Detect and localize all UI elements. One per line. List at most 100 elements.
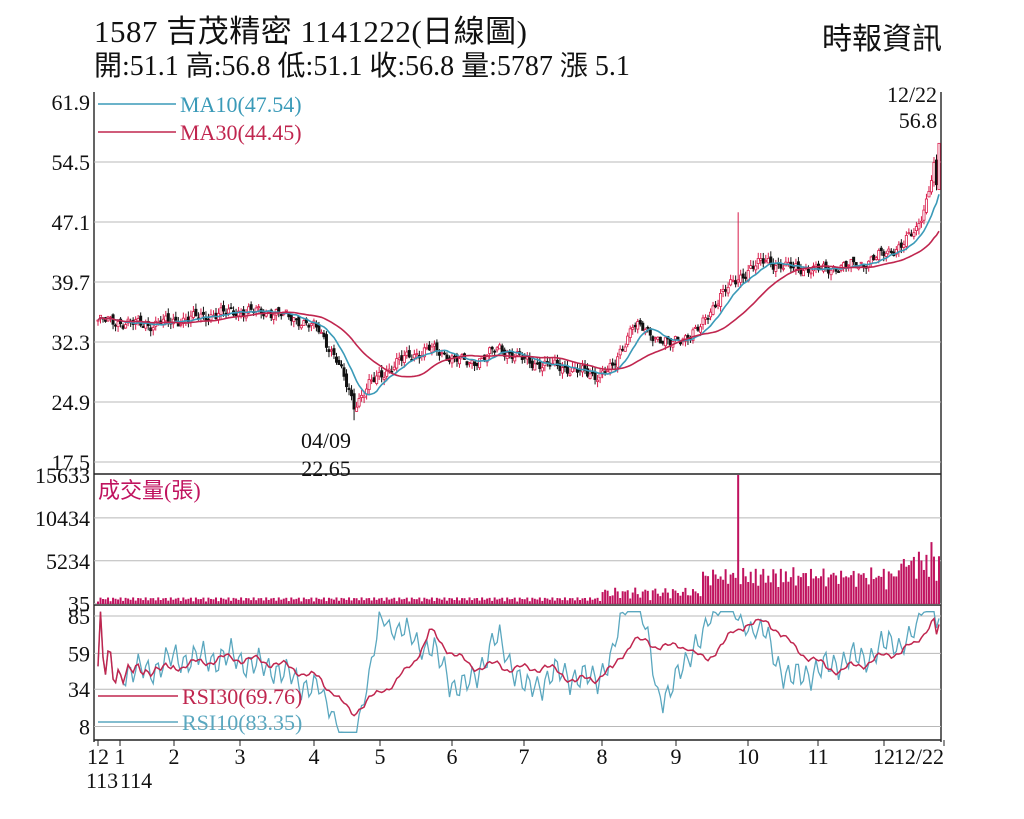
candle-body	[194, 308, 198, 317]
volume-bar	[332, 599, 335, 604]
candle-body	[631, 327, 635, 330]
volume-bar	[694, 591, 697, 604]
volume-bar	[488, 597, 491, 604]
volume-bar	[430, 597, 433, 604]
volume-bar	[696, 593, 699, 604]
volume-bar	[927, 576, 930, 604]
candle-body	[563, 365, 567, 368]
volume-bar	[659, 596, 662, 604]
candle-body	[613, 363, 617, 366]
x-month-label: 7	[519, 744, 530, 769]
candle-body	[407, 350, 411, 358]
candle-body	[764, 260, 768, 262]
volume-bar	[363, 600, 366, 604]
candle-body	[779, 264, 783, 269]
volume-bar	[724, 569, 727, 604]
candle-body	[606, 369, 610, 372]
candle-body	[352, 393, 356, 410]
candle-body	[347, 387, 351, 391]
volume-bar	[802, 573, 805, 604]
candle-body	[340, 364, 344, 367]
candle-body	[907, 232, 911, 235]
volume-bar	[817, 578, 820, 604]
volume-bar	[732, 572, 735, 604]
volume-bar	[317, 598, 320, 604]
volume-bar	[501, 597, 504, 604]
volume-bar	[122, 600, 125, 604]
volume-bar	[425, 598, 428, 604]
volume-bar	[124, 597, 127, 604]
candle-body	[781, 267, 785, 270]
price-tick-label: 32.3	[52, 330, 91, 355]
volume-bar	[546, 598, 549, 604]
candle-body	[932, 162, 936, 183]
candle-body	[370, 379, 374, 382]
volume-bar	[676, 593, 679, 604]
volume-bar	[646, 590, 649, 604]
candle-body	[530, 360, 534, 369]
candle-body	[289, 314, 293, 322]
volume-bar	[556, 598, 559, 604]
candle-body	[766, 257, 770, 264]
price-tick-label: 24.9	[52, 390, 91, 415]
volume-bar	[684, 587, 687, 604]
candle-body	[646, 326, 650, 329]
volume-bar	[589, 597, 592, 604]
candle-body	[653, 337, 657, 340]
candle-body	[324, 334, 328, 348]
volume-bar	[202, 597, 205, 604]
volume-bar	[237, 599, 240, 604]
volume-bar	[614, 587, 617, 604]
volume-bar	[596, 597, 599, 604]
volume-bar	[792, 567, 795, 604]
candle-body	[397, 357, 401, 361]
volume-bar	[601, 592, 604, 604]
volume-bar	[117, 599, 120, 604]
candle-body	[704, 317, 708, 320]
volume-bar	[872, 579, 875, 604]
candle-body	[385, 370, 389, 377]
candle-body	[638, 320, 642, 325]
price-tick-label: 17.5	[52, 450, 91, 475]
volume-bar	[754, 568, 757, 604]
candle-body	[837, 271, 841, 273]
candle-body	[919, 220, 923, 223]
price-stats: 開:51.1 高:56.8 低:51.1 收:56.8 量:5787 漲 5.1	[94, 51, 630, 82]
volume-bar	[609, 596, 612, 604]
volume-bar	[300, 601, 303, 604]
volume-bar	[852, 570, 855, 604]
volume-bar	[877, 575, 880, 604]
volume-bar	[548, 599, 551, 604]
volume-bar	[162, 598, 165, 604]
candle-body	[734, 280, 738, 285]
candle-body	[141, 326, 145, 328]
volume-bar	[398, 597, 401, 604]
x-month-label: 12	[87, 744, 109, 769]
volume-bar	[212, 599, 215, 604]
volume-bar	[850, 575, 853, 604]
candle-body	[121, 325, 125, 329]
candle-body	[297, 316, 301, 327]
volume-bar	[759, 574, 762, 604]
candle-body	[661, 340, 665, 344]
x-month-label: 12/22	[894, 744, 944, 769]
volume-bar	[486, 598, 489, 604]
candle-body	[879, 247, 883, 252]
candle-body	[345, 373, 349, 388]
volume-bar	[719, 576, 722, 604]
volume-bar	[325, 601, 328, 604]
volume-bar	[142, 600, 145, 604]
candle-body	[395, 358, 399, 369]
candle-body	[227, 308, 231, 314]
volume-bar	[516, 601, 519, 604]
volume-bar	[870, 567, 873, 604]
candle-body	[458, 358, 462, 365]
candle-body	[706, 318, 710, 320]
volume-bar	[493, 597, 496, 604]
candle-body	[350, 389, 354, 397]
volume-bar	[112, 597, 115, 604]
volume-bar	[250, 600, 253, 604]
candle-body	[927, 190, 931, 198]
candle-body	[658, 336, 662, 344]
volume-bar	[636, 594, 639, 604]
